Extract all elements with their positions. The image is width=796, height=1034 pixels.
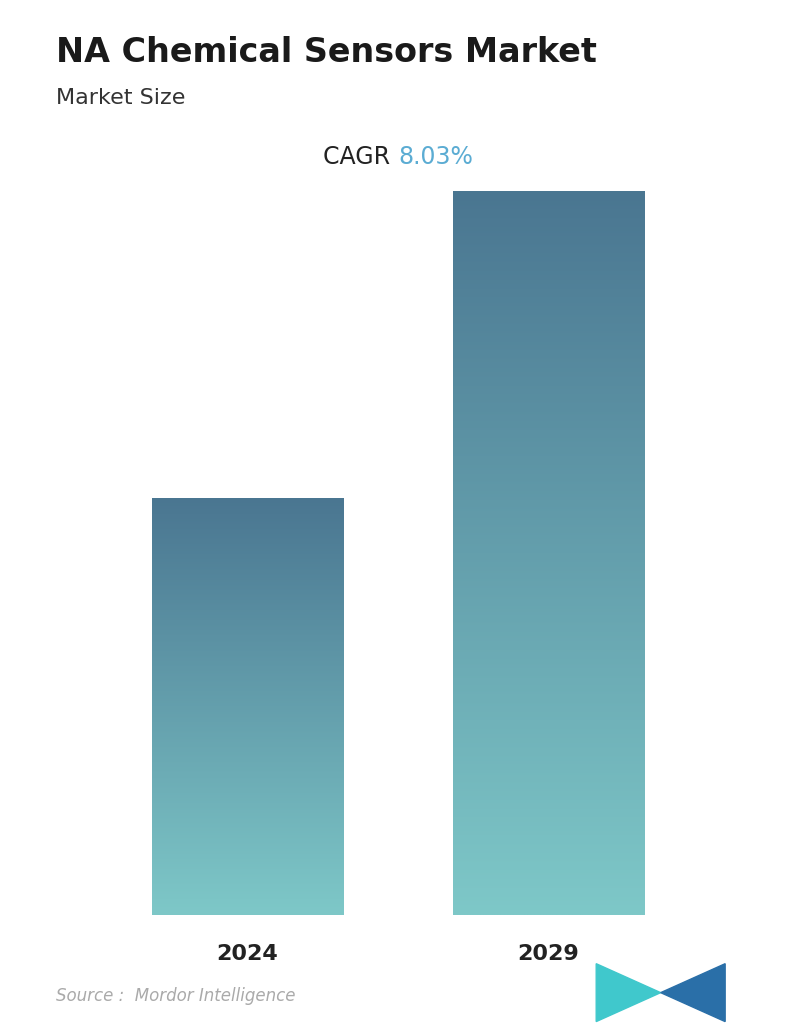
Text: 2024: 2024 [217, 944, 279, 964]
Text: NA Chemical Sensors Market: NA Chemical Sensors Market [56, 36, 596, 69]
Text: Market Size: Market Size [56, 88, 185, 108]
Text: 8.03%: 8.03% [398, 145, 473, 170]
Polygon shape [596, 964, 661, 1022]
Polygon shape [661, 964, 725, 1022]
Text: 2029: 2029 [517, 944, 579, 964]
Text: Source :  Mordor Intelligence: Source : Mordor Intelligence [56, 987, 295, 1005]
Text: CAGR: CAGR [323, 145, 398, 170]
